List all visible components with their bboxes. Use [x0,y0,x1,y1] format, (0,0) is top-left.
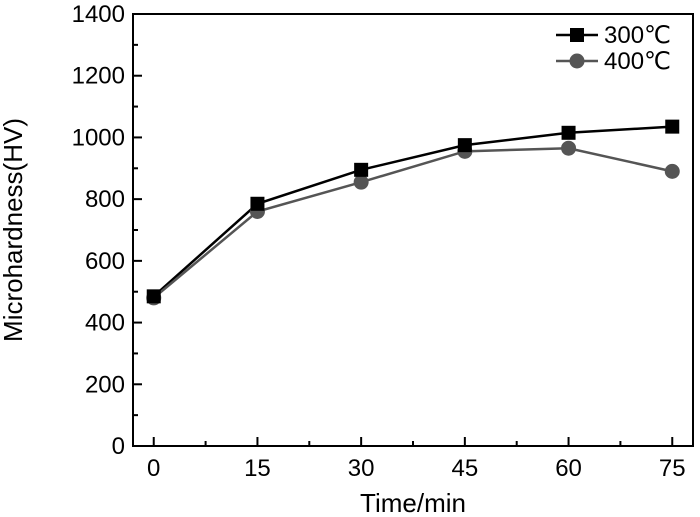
y-tick-label: 600 [85,248,125,275]
data-point-1 [457,138,472,153]
data-point-1 [250,196,265,211]
data-point-1 [561,125,576,140]
data-point-1 [354,162,369,177]
y-tick-label: 1000 [72,124,125,151]
series-line-1 [152,125,673,298]
legend-marker-2 [569,53,585,69]
data-point-1 [665,119,680,134]
x-tick-label: 60 [555,455,582,482]
data-point-2 [664,163,680,179]
y-tick-label: 0 [112,433,125,460]
data-point-2 [561,140,577,156]
x-tick-label: 0 [147,455,160,482]
y-tick-label: 1400 [72,1,125,28]
x-tick-label: 30 [348,455,375,482]
legend-label-1: 300℃ [604,22,671,49]
x-tick-label: 15 [244,455,271,482]
y-tick-label: 200 [85,371,125,398]
plot-frame [132,13,694,447]
x-axis-title: Time/min [360,488,466,517]
y-tick-label: 400 [85,310,125,337]
axis-ticks: 0 15 30 45 60 75 0 200 400 600 800 1000 1200 1400 [72,1,686,482]
data-point-2 [353,174,369,190]
y-tick-label: 800 [85,186,125,213]
series-markers [146,119,680,306]
x-tick-label: 45 [452,455,479,482]
legend-marker-1 [570,28,584,42]
y-tick-label: 1200 [72,63,125,90]
y-axis-title: Microhardness(HV) [0,118,28,342]
series-lines [152,125,673,299]
x-tick-label: 75 [659,455,686,482]
series-line-2 [152,146,673,299]
legend-label-2: 400℃ [604,48,671,75]
data-point-1 [146,289,161,304]
